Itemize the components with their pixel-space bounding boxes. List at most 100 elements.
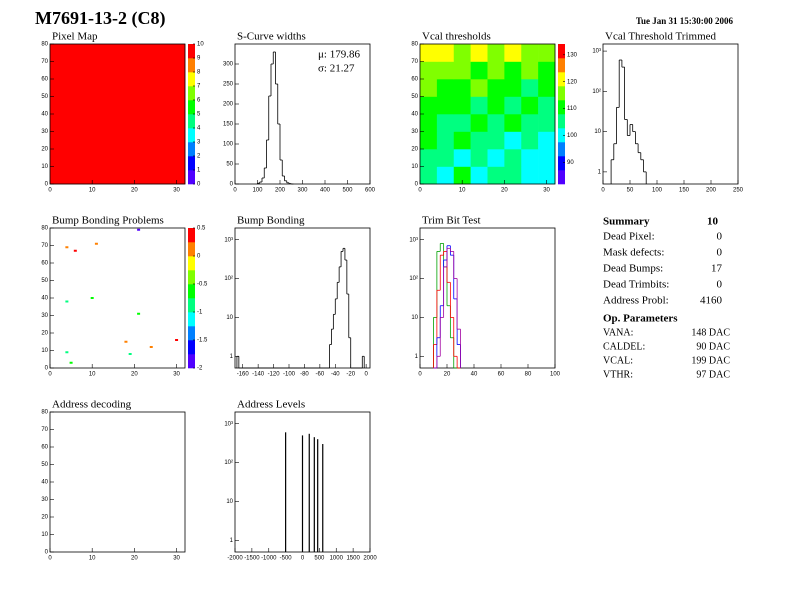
- summary-number: 4160: [700, 295, 723, 307]
- y-tick-label: 30: [41, 129, 48, 135]
- frame: [234, 227, 371, 369]
- heat-cell: [436, 79, 455, 97]
- summary-number: 0: [717, 279, 723, 291]
- y-tick-label: 40: [41, 296, 48, 302]
- heat-cell: [453, 149, 471, 167]
- y-tick-label: 80: [41, 410, 48, 416]
- heat-cell: [50, 114, 85, 150]
- heat-cell: [420, 44, 438, 62]
- panel-title: Bump Bonding: [237, 215, 305, 227]
- z-tick-label: 6: [197, 98, 201, 104]
- x-tick-label: 200: [706, 188, 717, 194]
- y-tick-label: 70: [41, 243, 48, 249]
- z-tick-label: 9: [197, 56, 201, 62]
- x-tick-label: 10: [89, 372, 96, 378]
- z-tick-label: 1: [197, 168, 201, 174]
- heat-cell: [504, 149, 522, 167]
- summary-number: 0: [717, 231, 723, 243]
- param-value: 148 DAC: [691, 327, 730, 338]
- x-tick-label: -140: [252, 372, 265, 378]
- panel-title: S-Curve widths: [237, 31, 306, 43]
- z-tick-label: -2: [197, 366, 203, 372]
- heat-cell: [521, 96, 539, 115]
- y-tick-label: 100: [223, 142, 234, 148]
- z-tick-label: 10: [197, 42, 204, 48]
- y-tick-label: 1: [598, 169, 602, 175]
- frame: [49, 411, 186, 553]
- heat-cell: [487, 131, 505, 150]
- colorbar-cell: [188, 354, 195, 369]
- panel-title: Pixel Map: [52, 31, 98, 43]
- heat-cell: [487, 61, 505, 80]
- colorbar-cell: [558, 114, 565, 129]
- y-tick-label: 10²: [592, 89, 601, 95]
- y-tick-label: 50: [41, 462, 48, 468]
- x-tick-label: 20: [444, 372, 451, 378]
- colorbar-cell: [188, 256, 195, 271]
- x-tick-label: 0: [301, 556, 305, 562]
- point: [175, 339, 179, 341]
- y-tick-label: 0: [45, 366, 49, 372]
- x-tick-label: 150: [679, 188, 690, 194]
- colorbar-cell: [188, 242, 195, 257]
- heat-cell: [470, 131, 488, 150]
- stat-text: σ: 21.27: [318, 63, 355, 75]
- colorbar-cell: [558, 142, 565, 157]
- y-tick-label: 10³: [224, 421, 233, 427]
- heat-cell: [117, 79, 152, 115]
- heat-cell: [117, 44, 152, 80]
- point: [65, 300, 69, 303]
- x-tick-label: 20: [131, 372, 138, 378]
- y-tick-label: 30: [411, 129, 418, 135]
- x-tick-label: -20: [346, 372, 355, 378]
- colorbar-cell: [188, 228, 195, 243]
- x-tick-label: 0: [418, 188, 422, 194]
- z-tick-label: 90: [567, 160, 574, 166]
- heat-cell: [538, 96, 556, 115]
- heat-cell: [487, 114, 505, 132]
- summary-label: Address Probl:: [603, 295, 669, 307]
- y-tick-label: 10: [411, 164, 418, 170]
- y-tick-label: 0: [45, 182, 49, 188]
- y-tick-label: 10: [411, 315, 418, 321]
- x-tick-label: 100: [652, 188, 663, 194]
- date: Tue Jan 31 15:30:00 2006: [636, 16, 734, 26]
- x-tick-label: 30: [543, 188, 550, 194]
- y-tick-label: 70: [411, 59, 418, 65]
- heat-cell: [436, 131, 455, 150]
- heat-cell: [504, 44, 522, 62]
- heat-cell: [151, 44, 186, 80]
- y-tick-label: 30: [41, 313, 48, 319]
- x-tick-label: 10: [459, 188, 466, 194]
- summary-title: Summary: [603, 216, 650, 228]
- param-label: VTHR:: [603, 369, 633, 380]
- x-tick-label: 1500: [346, 556, 360, 562]
- frame: [602, 43, 739, 185]
- heat-cell: [83, 79, 118, 115]
- heat-cell: [151, 79, 186, 115]
- point: [65, 351, 69, 354]
- heat-cell: [504, 79, 522, 97]
- z-tick-label: 100: [567, 133, 578, 139]
- summary-label: Dead Pixel:: [603, 231, 655, 243]
- summary-value: 10: [707, 216, 719, 228]
- panel-title: Trim Bit Test: [422, 215, 481, 227]
- heat-cell: [453, 79, 471, 97]
- summary-label: Mask defects:: [603, 247, 664, 259]
- heat-cell: [487, 96, 505, 115]
- param-label: VANA:: [603, 327, 633, 338]
- panel-title: Bump Bonding Problems: [52, 215, 164, 227]
- x-tick-label: 10: [89, 556, 96, 562]
- heat-cell: [538, 114, 556, 132]
- x-tick-label: -120: [268, 372, 281, 378]
- z-tick-label: 120: [567, 79, 578, 85]
- colorbar-cell: [188, 326, 195, 341]
- heat-cell: [83, 44, 118, 80]
- x-tick-label: 0: [233, 188, 237, 194]
- y-tick-label: 10: [226, 315, 233, 321]
- x-tick-label: 20: [501, 188, 508, 194]
- colorbar-cell: [558, 86, 565, 101]
- y-tick-label: 10³: [409, 237, 418, 243]
- heat-cell: [117, 149, 152, 185]
- y-tick-label: 20: [41, 147, 48, 153]
